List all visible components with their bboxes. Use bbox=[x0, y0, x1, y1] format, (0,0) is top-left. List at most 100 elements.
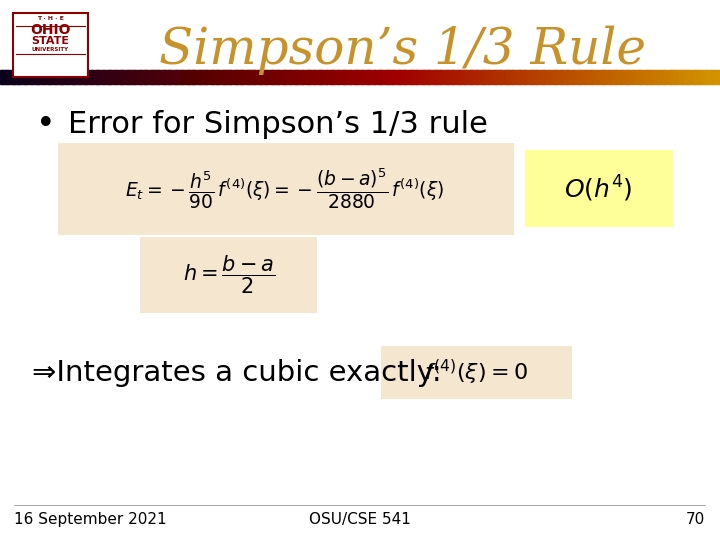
Bar bbox=[413, 70, 415, 84]
Bar bbox=[357, 70, 361, 84]
Bar bbox=[602, 70, 605, 84]
FancyBboxPatch shape bbox=[58, 143, 514, 235]
Bar bbox=[220, 70, 224, 84]
FancyBboxPatch shape bbox=[13, 13, 89, 77]
Bar bbox=[135, 70, 138, 84]
Bar bbox=[297, 70, 300, 84]
Bar bbox=[223, 70, 226, 84]
Bar bbox=[290, 70, 293, 84]
Bar bbox=[391, 70, 394, 84]
Bar bbox=[177, 70, 181, 84]
Bar bbox=[710, 70, 713, 84]
Bar bbox=[580, 70, 583, 84]
Bar bbox=[285, 70, 289, 84]
Bar bbox=[458, 70, 462, 84]
Bar bbox=[480, 70, 482, 84]
Bar bbox=[353, 70, 356, 84]
Bar bbox=[343, 70, 346, 84]
Bar bbox=[384, 70, 387, 84]
Bar bbox=[698, 70, 701, 84]
Bar bbox=[218, 70, 221, 84]
Bar bbox=[618, 70, 622, 84]
Bar bbox=[110, 70, 114, 84]
Bar bbox=[607, 70, 610, 84]
Bar bbox=[5, 70, 8, 84]
Bar bbox=[708, 70, 711, 84]
Bar bbox=[36, 70, 39, 84]
Bar bbox=[652, 70, 655, 84]
Bar bbox=[249, 70, 253, 84]
Bar bbox=[467, 70, 471, 84]
Bar bbox=[379, 70, 382, 84]
Bar bbox=[503, 70, 507, 84]
Bar bbox=[189, 70, 192, 84]
Bar bbox=[22, 70, 24, 84]
Bar bbox=[410, 70, 413, 84]
Bar bbox=[252, 70, 255, 84]
Bar bbox=[12, 70, 15, 84]
Bar bbox=[84, 70, 87, 84]
Bar bbox=[573, 70, 576, 84]
Bar bbox=[705, 70, 708, 84]
Bar bbox=[508, 70, 511, 84]
Bar bbox=[616, 70, 619, 84]
Bar bbox=[640, 70, 644, 84]
Bar bbox=[182, 70, 185, 84]
Bar bbox=[696, 70, 698, 84]
Bar bbox=[34, 70, 37, 84]
Bar bbox=[199, 70, 202, 84]
Bar bbox=[166, 70, 168, 84]
Bar bbox=[444, 70, 447, 84]
Bar bbox=[168, 70, 171, 84]
Bar bbox=[211, 70, 214, 84]
Bar bbox=[621, 70, 624, 84]
Bar bbox=[676, 70, 680, 84]
Bar bbox=[382, 70, 384, 84]
Bar bbox=[283, 70, 286, 84]
Bar bbox=[302, 70, 305, 84]
Bar bbox=[184, 70, 188, 84]
Bar bbox=[537, 70, 540, 84]
Bar bbox=[144, 70, 147, 84]
Bar bbox=[115, 70, 118, 84]
Bar bbox=[427, 70, 430, 84]
Bar bbox=[106, 70, 109, 84]
Bar bbox=[571, 70, 574, 84]
Bar bbox=[300, 70, 303, 84]
Bar bbox=[79, 70, 82, 84]
Bar bbox=[331, 70, 334, 84]
Bar bbox=[94, 70, 96, 84]
Bar bbox=[271, 70, 274, 84]
Bar bbox=[506, 70, 509, 84]
Bar bbox=[701, 70, 703, 84]
Bar bbox=[151, 70, 154, 84]
Bar bbox=[604, 70, 608, 84]
Bar bbox=[146, 70, 150, 84]
Bar bbox=[55, 70, 58, 84]
Bar bbox=[561, 70, 564, 84]
Bar bbox=[364, 70, 368, 84]
Bar bbox=[690, 70, 694, 84]
Bar bbox=[348, 70, 351, 84]
Bar bbox=[101, 70, 104, 84]
Bar bbox=[372, 70, 375, 84]
Bar bbox=[465, 70, 468, 84]
Bar bbox=[27, 70, 30, 84]
Bar bbox=[688, 70, 691, 84]
Bar bbox=[43, 70, 46, 84]
Bar bbox=[310, 70, 312, 84]
Bar bbox=[654, 70, 658, 84]
Bar bbox=[489, 70, 492, 84]
FancyBboxPatch shape bbox=[525, 150, 672, 227]
Bar bbox=[643, 70, 646, 84]
Text: STATE: STATE bbox=[32, 36, 69, 46]
Bar bbox=[400, 70, 404, 84]
Bar bbox=[350, 70, 354, 84]
Bar bbox=[206, 70, 210, 84]
Text: $h = \dfrac{b-a}{2}$: $h = \dfrac{b-a}{2}$ bbox=[183, 254, 275, 296]
Text: ⇒Integrates a cubic exactly:: ⇒Integrates a cubic exactly: bbox=[32, 359, 442, 387]
Bar bbox=[681, 70, 684, 84]
Bar bbox=[292, 70, 296, 84]
Bar bbox=[542, 70, 545, 84]
Bar bbox=[611, 70, 615, 84]
